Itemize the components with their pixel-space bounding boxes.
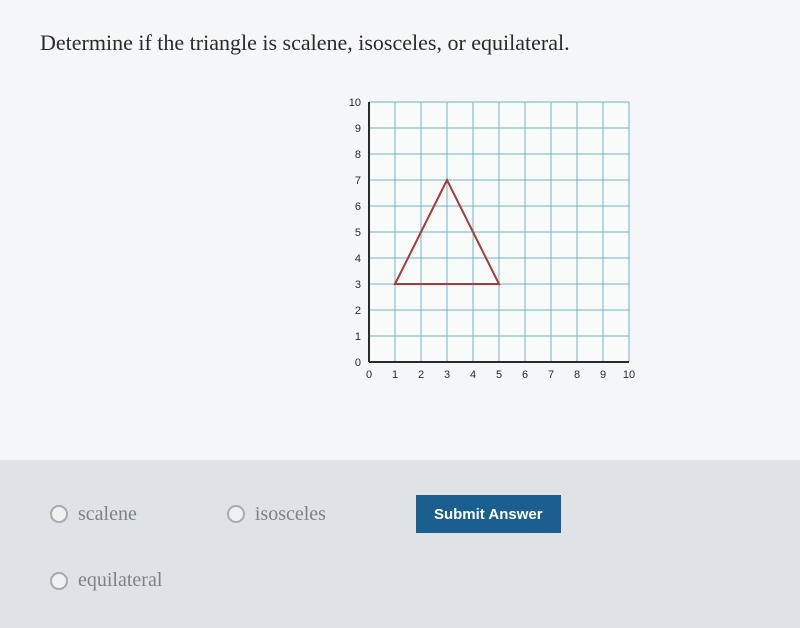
option-label: scalene — [78, 503, 137, 526]
option-label: equilateral — [78, 569, 162, 592]
svg-text:3: 3 — [355, 279, 361, 291]
svg-text:5: 5 — [496, 369, 502, 381]
svg-text:2: 2 — [418, 369, 424, 381]
triangle-grid-chart: 0 1 2 3 4 5 6 7 8 9 10 0 1 2 3 4 5 6 7 8 9 10 — [345, 96, 635, 384]
svg-text:9: 9 — [600, 369, 606, 381]
option-isosceles[interactable]: isosceles — [227, 503, 326, 526]
svg-text:0: 0 — [366, 369, 372, 381]
svg-text:1: 1 — [355, 331, 361, 343]
question-text: Determine if the triangle is scalene, is… — [40, 30, 760, 56]
chart-container: 0 1 2 3 4 5 6 7 8 9 10 0 1 2 3 4 5 6 7 8 9 10 — [40, 96, 760, 384]
svg-text:2: 2 — [355, 305, 361, 317]
question-panel: Determine if the triangle is scalene, is… — [0, 0, 800, 460]
radio-icon — [50, 572, 68, 590]
svg-text:9: 9 — [355, 123, 361, 135]
svg-text:0: 0 — [355, 357, 361, 369]
svg-text:8: 8 — [355, 149, 361, 161]
svg-text:8: 8 — [574, 369, 580, 381]
answer-panel: scalene isosceles Submit Answer equilate… — [0, 460, 800, 628]
radio-icon — [50, 505, 68, 523]
svg-text:10: 10 — [349, 97, 361, 109]
svg-text:1: 1 — [392, 369, 398, 381]
svg-text:7: 7 — [548, 369, 554, 381]
svg-text:4: 4 — [355, 253, 361, 265]
option-equilateral[interactable]: equilateral — [50, 569, 750, 592]
svg-text:10: 10 — [623, 369, 635, 381]
svg-text:6: 6 — [522, 369, 528, 381]
radio-icon — [227, 505, 245, 523]
svg-text:5: 5 — [355, 227, 361, 239]
svg-text:4: 4 — [470, 369, 476, 381]
svg-text:7: 7 — [355, 175, 361, 187]
submit-button[interactable]: Submit Answer — [416, 495, 561, 533]
svg-text:3: 3 — [444, 369, 450, 381]
option-label: isosceles — [255, 503, 326, 526]
option-scalene[interactable]: scalene — [50, 503, 137, 526]
svg-text:6: 6 — [355, 201, 361, 213]
